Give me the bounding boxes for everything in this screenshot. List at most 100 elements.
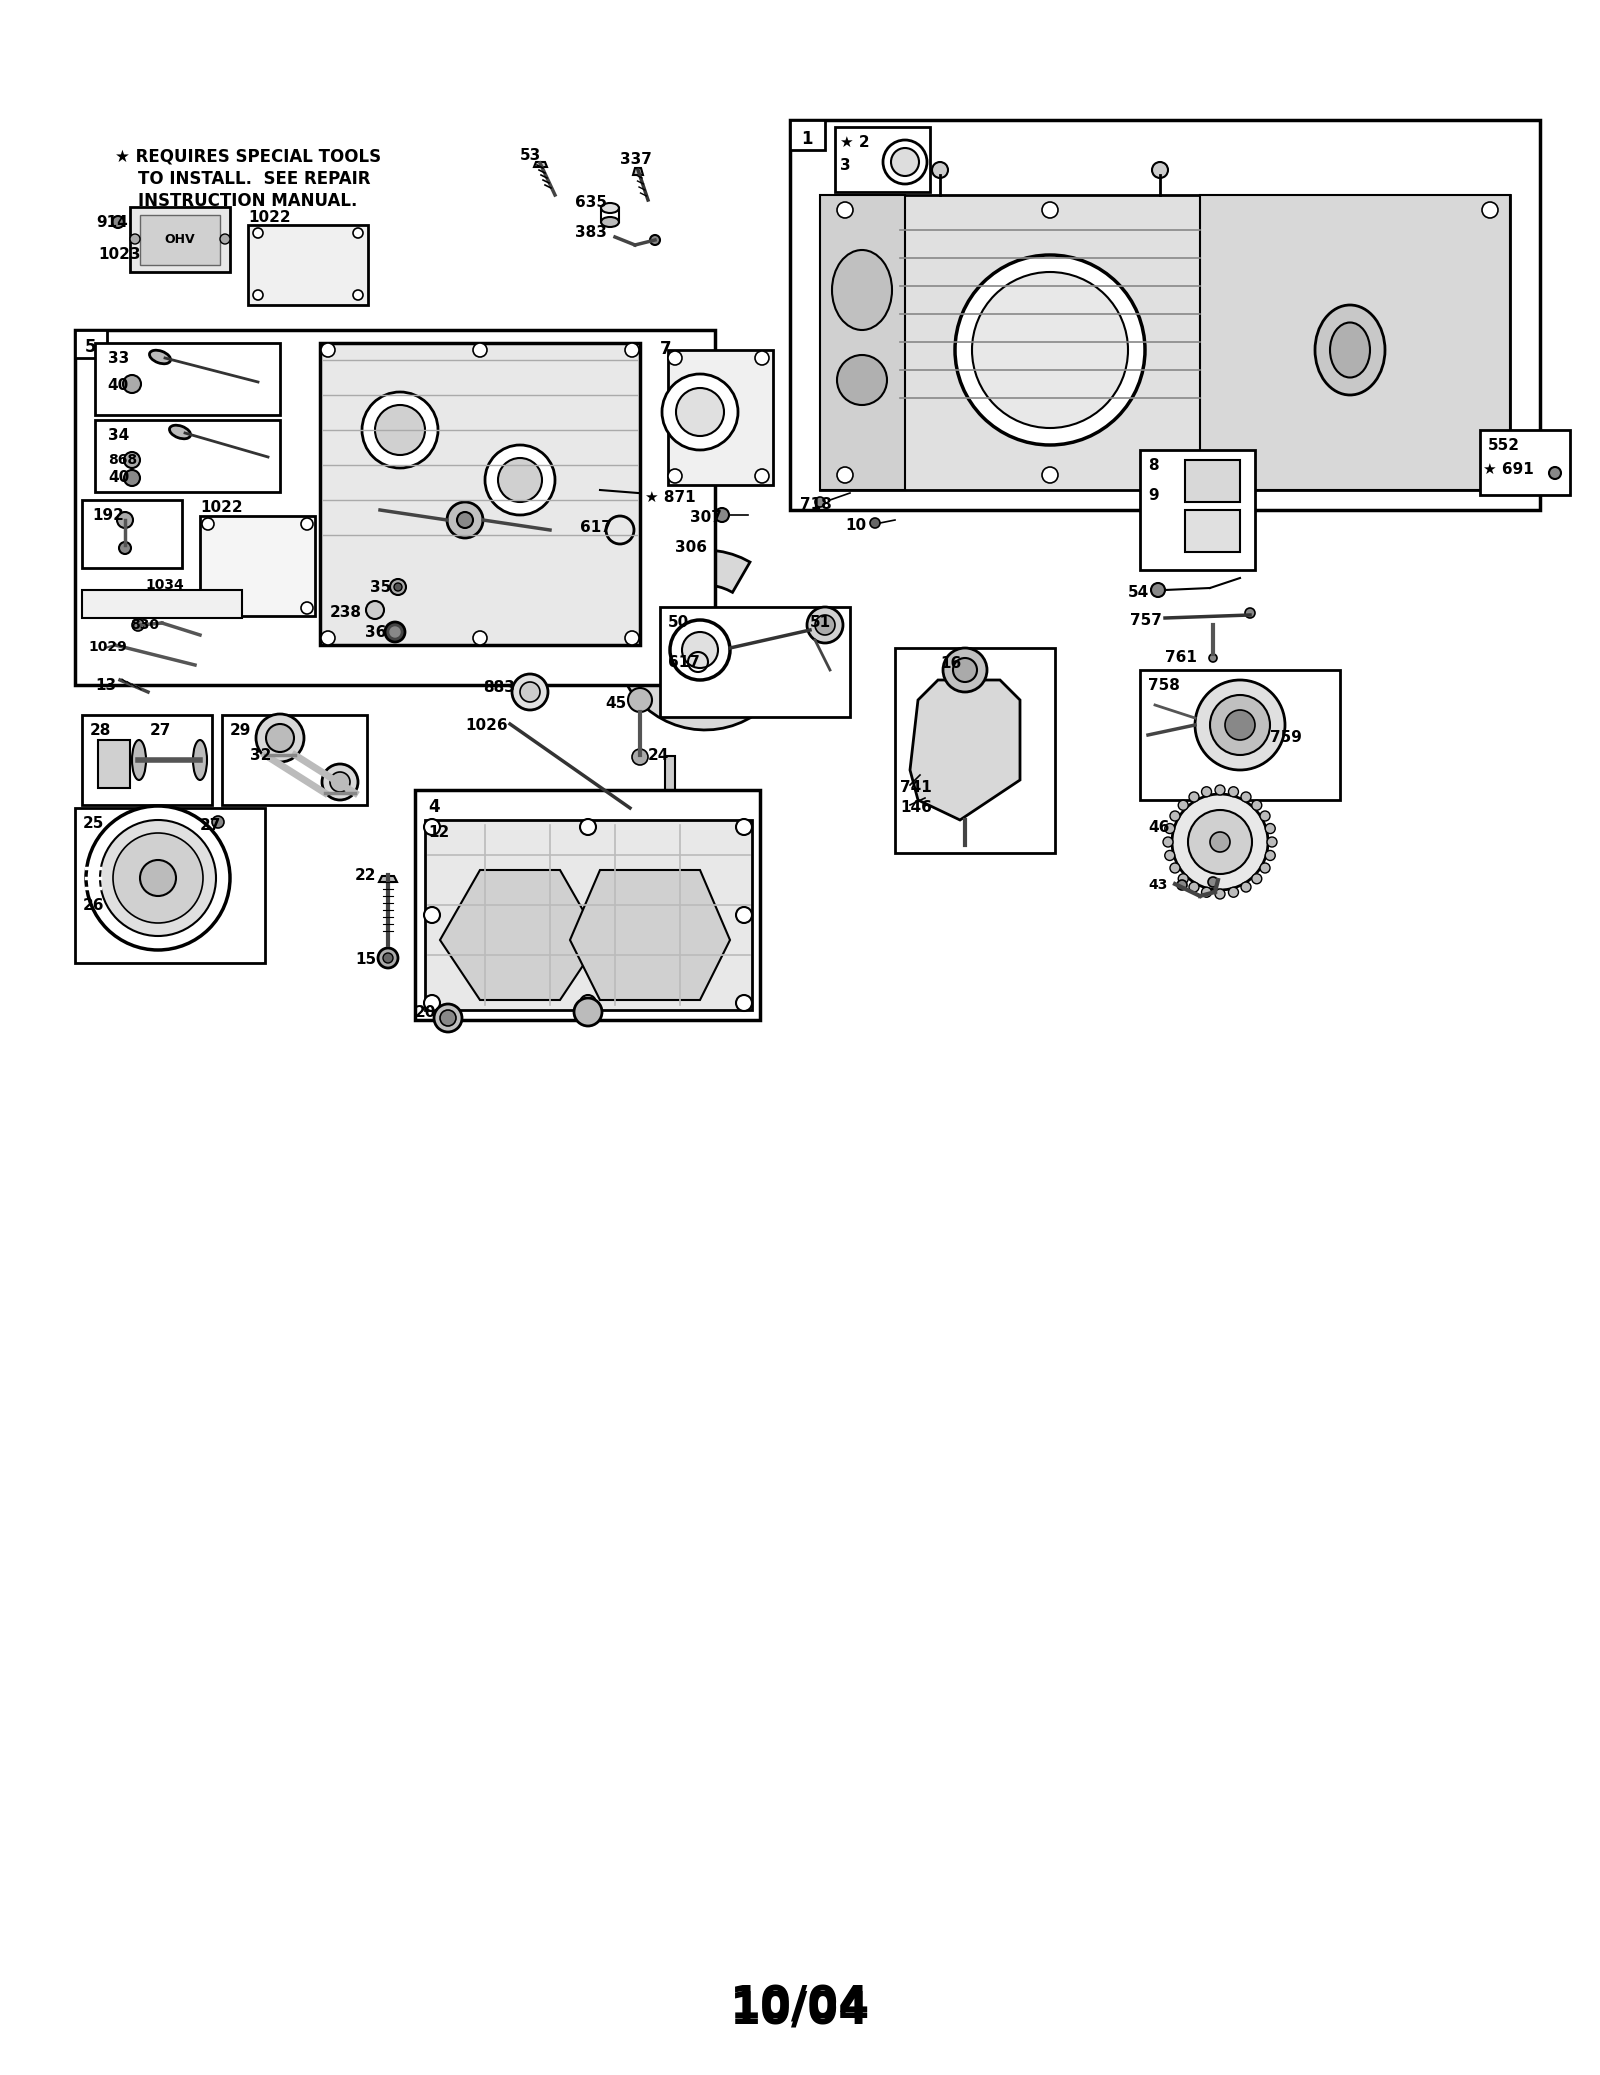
Circle shape [322, 764, 358, 801]
Text: 1023: 1023 [98, 247, 141, 261]
Bar [94, 419, 280, 492]
Circle shape [814, 614, 835, 635]
Bar [98, 741, 130, 788]
Ellipse shape [1315, 305, 1386, 394]
Text: 757: 757 [1130, 612, 1162, 629]
Text: 15: 15 [355, 952, 376, 967]
Circle shape [1242, 882, 1251, 892]
Circle shape [1178, 801, 1189, 809]
Polygon shape [534, 162, 547, 166]
Bar [894, 647, 1054, 853]
Circle shape [118, 542, 131, 554]
Circle shape [390, 579, 406, 596]
Circle shape [125, 452, 141, 469]
Circle shape [1170, 811, 1179, 822]
Text: ★ 691: ★ 691 [1483, 463, 1534, 477]
Circle shape [1266, 824, 1275, 834]
Circle shape [322, 631, 334, 645]
Bar [248, 224, 368, 305]
Text: ★ 871: ★ 871 [645, 490, 696, 504]
Circle shape [386, 622, 405, 641]
Text: 1: 1 [802, 131, 813, 147]
Ellipse shape [149, 351, 171, 363]
Text: 43: 43 [1149, 878, 1168, 892]
Bar [200, 517, 315, 616]
Circle shape [883, 139, 926, 185]
Text: 868: 868 [109, 452, 138, 467]
Circle shape [114, 832, 203, 923]
Circle shape [669, 469, 682, 483]
Circle shape [390, 627, 400, 637]
Text: 617: 617 [669, 656, 699, 670]
Circle shape [498, 459, 542, 502]
Bar [1480, 430, 1570, 496]
Text: 306: 306 [675, 540, 707, 554]
Polygon shape [910, 681, 1021, 820]
Circle shape [474, 631, 486, 645]
Ellipse shape [131, 741, 146, 780]
Text: 1034: 1034 [146, 579, 184, 591]
Circle shape [1242, 793, 1251, 801]
Circle shape [579, 820, 595, 834]
Circle shape [1150, 583, 1165, 598]
Circle shape [424, 907, 440, 923]
Bar [1139, 450, 1254, 571]
Polygon shape [440, 869, 600, 1000]
Text: 1026: 1026 [466, 718, 507, 732]
Text: ★ REQUIRES SPECIAL TOOLS: ★ REQUIRES SPECIAL TOOLS [115, 147, 381, 166]
Circle shape [117, 513, 133, 527]
Text: 26: 26 [83, 898, 104, 913]
Text: 46: 46 [1149, 820, 1170, 834]
Text: 8: 8 [1149, 459, 1158, 473]
Circle shape [130, 234, 141, 245]
Circle shape [626, 631, 638, 645]
Circle shape [675, 388, 723, 436]
Bar [1186, 461, 1240, 502]
Text: 32: 32 [250, 747, 272, 764]
Text: 741: 741 [899, 780, 931, 795]
Text: 758: 758 [1149, 679, 1179, 693]
Circle shape [378, 948, 398, 969]
Circle shape [755, 469, 770, 483]
Text: 36: 36 [365, 625, 386, 639]
Circle shape [301, 519, 314, 529]
Polygon shape [379, 876, 397, 882]
Circle shape [1266, 851, 1275, 861]
Text: 3: 3 [840, 158, 851, 172]
Text: 4: 4 [429, 799, 440, 815]
Circle shape [253, 228, 262, 239]
Text: 914: 914 [96, 216, 128, 230]
Text: 40: 40 [107, 378, 128, 392]
Text: 383: 383 [574, 224, 606, 241]
Text: 1029: 1029 [88, 639, 126, 654]
Text: ★ 2: ★ 2 [840, 135, 870, 149]
Circle shape [1170, 863, 1179, 874]
Circle shape [1171, 795, 1267, 890]
Circle shape [440, 1011, 456, 1025]
Text: 1022: 1022 [248, 210, 291, 224]
Text: 34: 34 [109, 427, 130, 442]
Circle shape [1482, 467, 1498, 483]
Text: 9: 9 [1149, 488, 1158, 502]
Polygon shape [570, 869, 730, 1000]
Ellipse shape [194, 741, 206, 780]
Text: 35: 35 [370, 581, 392, 596]
Text: 1022: 1022 [200, 500, 243, 515]
Circle shape [814, 498, 826, 506]
Circle shape [112, 216, 125, 228]
Text: 50: 50 [669, 614, 690, 631]
Circle shape [650, 234, 661, 245]
Circle shape [870, 519, 880, 527]
Circle shape [458, 513, 474, 527]
Circle shape [211, 815, 224, 828]
Circle shape [520, 683, 541, 701]
Circle shape [1042, 201, 1058, 218]
Ellipse shape [170, 425, 190, 438]
Circle shape [1549, 467, 1562, 479]
Circle shape [574, 998, 602, 1025]
Circle shape [446, 502, 483, 537]
Circle shape [736, 907, 752, 923]
Circle shape [354, 290, 363, 301]
Polygon shape [634, 168, 643, 174]
Circle shape [1261, 811, 1270, 822]
